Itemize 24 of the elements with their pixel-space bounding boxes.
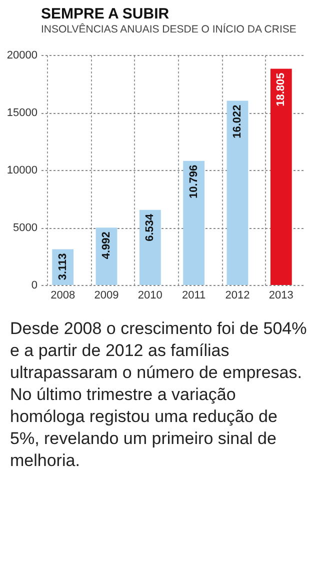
y-tick-label: 0 — [31, 280, 38, 292]
bar — [183, 160, 205, 285]
data-label: 18.805 — [275, 72, 288, 106]
x-tick-label: 2011 — [182, 290, 206, 302]
bar — [139, 210, 161, 285]
y-tick-label: 5000 — [13, 222, 38, 234]
text: Desde 2008 o crescimento foi de 504% e a partir de 2012 as famílias ultrapassaram o número de empresas. No último trimestre a variação homóloga registou uma redução de 5%, revelando um primeiro sinal de melhoria. — [9, 318, 308, 472]
x-tick-label: 2013 — [268, 290, 294, 302]
y-tick-label: 10000 — [6, 164, 38, 176]
data-label: 6.534 — [144, 212, 156, 242]
y-tick-label: 20000 — [6, 50, 38, 62]
data-label: 3.113 — [56, 253, 69, 280]
bar — [226, 100, 248, 285]
data-label: 4.992 — [100, 232, 112, 260]
chart-title: SEMPRE A SUBIR — [41, 6, 170, 22]
chart-subtitle: INSOLVÊNCIAS ANUAIS DESDE O INÍCIO DA CRISE — [41, 22, 296, 36]
x-tick-label: 2008 — [50, 290, 76, 302]
data-label: 10.796 — [188, 164, 200, 198]
x-tick-label: 2012 — [225, 290, 250, 302]
bar — [270, 68, 292, 285]
x-tick-label: 2010 — [138, 290, 162, 302]
x-tick-label: 2009 — [94, 290, 119, 302]
y-tick-label: 15000 — [6, 107, 38, 119]
data-label: 16.022 — [232, 104, 244, 138]
